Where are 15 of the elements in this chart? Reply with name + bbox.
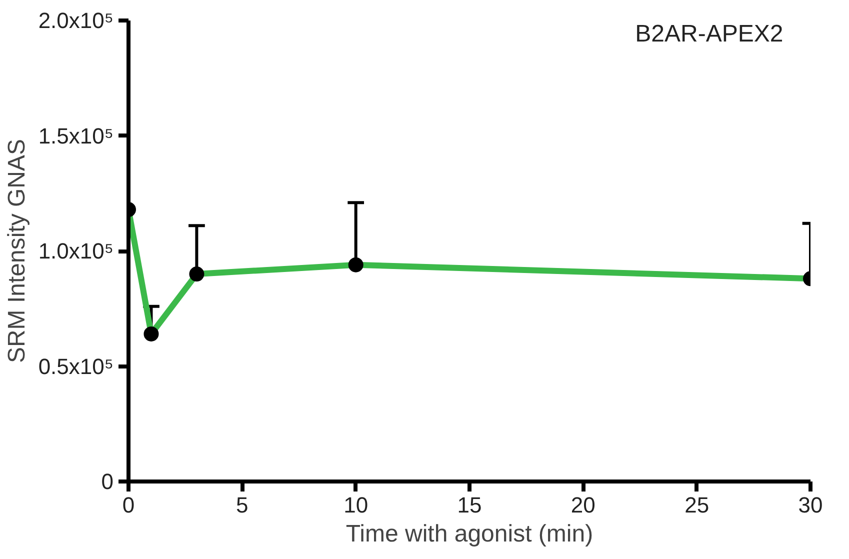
x-tick-label: 15 <box>457 492 482 518</box>
x-tick-label: 10 <box>344 492 368 518</box>
x-tick-label: 25 <box>684 492 710 518</box>
x-tick-label: 5 <box>236 492 248 518</box>
x-tick-label: 30 <box>798 492 823 518</box>
x-tick-label: 20 <box>570 492 596 518</box>
y-tick-label: 0.5x10⁵ <box>38 354 114 379</box>
y-axis-title: SRM Intensity GNAS <box>3 138 30 364</box>
y-tick-label: 2.0x10⁵ <box>38 8 114 33</box>
y-tick-label: 1.5x10⁵ <box>38 123 114 148</box>
chart-title: B2AR-APEX2 <box>635 20 784 48</box>
x-tick-label: 0 <box>122 492 135 518</box>
x-axis-title: Time with agonist (min) <box>346 520 594 548</box>
y-tick-label: 1.0x10⁵ <box>38 238 114 264</box>
y-tick-label: 0 <box>101 469 114 494</box>
